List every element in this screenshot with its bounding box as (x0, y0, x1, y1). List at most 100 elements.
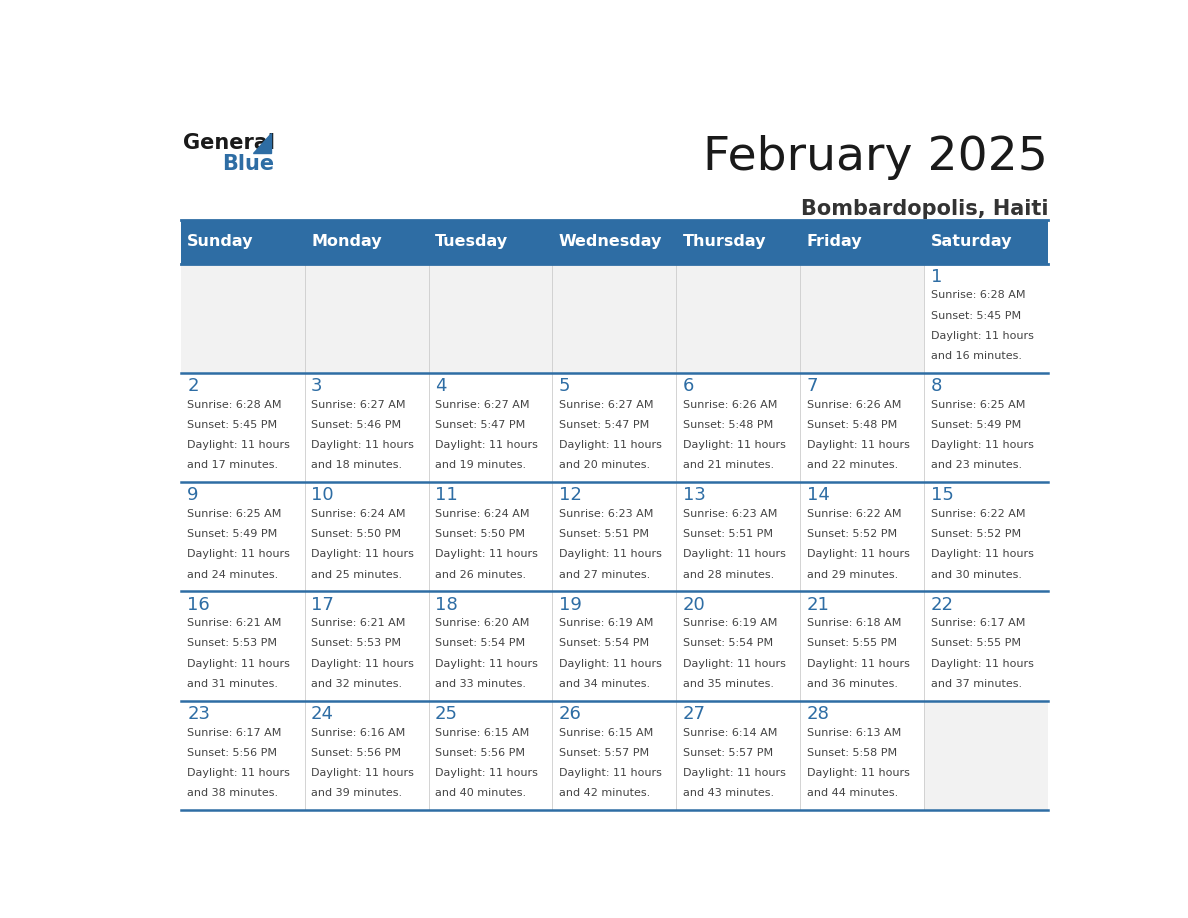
Text: Daylight: 11 hours: Daylight: 11 hours (435, 768, 538, 778)
Text: Sunrise: 6:21 AM: Sunrise: 6:21 AM (311, 618, 405, 628)
Text: Daylight: 11 hours: Daylight: 11 hours (558, 440, 662, 450)
Text: and 40 minutes.: and 40 minutes. (435, 789, 526, 798)
Text: 24: 24 (311, 705, 334, 722)
Text: and 37 minutes.: and 37 minutes. (930, 679, 1022, 688)
Text: 10: 10 (311, 487, 334, 504)
Text: 5: 5 (558, 377, 570, 395)
Text: and 38 minutes.: and 38 minutes. (188, 789, 278, 798)
Text: Sunset: 5:54 PM: Sunset: 5:54 PM (435, 638, 525, 648)
Text: and 28 minutes.: and 28 minutes. (683, 570, 775, 579)
Bar (801, 482, 924, 591)
Text: and 25 minutes.: and 25 minutes. (311, 570, 403, 579)
Text: 2: 2 (188, 377, 198, 395)
Text: Sunrise: 6:28 AM: Sunrise: 6:28 AM (930, 290, 1025, 300)
Bar (429, 700, 552, 810)
Text: Daylight: 11 hours: Daylight: 11 hours (311, 659, 413, 668)
Bar (304, 373, 429, 482)
Text: Daylight: 11 hours: Daylight: 11 hours (930, 549, 1034, 559)
Text: Sunrise: 6:28 AM: Sunrise: 6:28 AM (188, 399, 282, 409)
Text: Sunrise: 6:27 AM: Sunrise: 6:27 AM (558, 399, 653, 409)
Text: and 31 minutes.: and 31 minutes. (188, 679, 278, 688)
Text: and 36 minutes.: and 36 minutes. (807, 679, 898, 688)
Text: 15: 15 (930, 487, 954, 504)
Text: Sunset: 5:50 PM: Sunset: 5:50 PM (311, 529, 402, 539)
Text: Sunset: 5:57 PM: Sunset: 5:57 PM (558, 748, 649, 757)
Text: and 23 minutes.: and 23 minutes. (930, 460, 1022, 470)
Text: Sunset: 5:56 PM: Sunset: 5:56 PM (188, 748, 277, 757)
Text: and 19 minutes.: and 19 minutes. (435, 460, 526, 470)
Text: and 24 minutes.: and 24 minutes. (188, 570, 278, 579)
Text: Daylight: 11 hours: Daylight: 11 hours (930, 440, 1034, 450)
Text: 22: 22 (930, 596, 954, 613)
Text: 21: 21 (807, 596, 829, 613)
Text: Daylight: 11 hours: Daylight: 11 hours (188, 549, 290, 559)
Text: February 2025: February 2025 (703, 135, 1048, 180)
Text: Wednesday: Wednesday (558, 234, 662, 249)
Text: and 39 minutes.: and 39 minutes. (311, 789, 403, 798)
Text: 17: 17 (311, 596, 334, 613)
Text: 4: 4 (435, 377, 447, 395)
Text: and 33 minutes.: and 33 minutes. (435, 679, 526, 688)
Text: Bombardopolis, Haiti: Bombardopolis, Haiti (801, 198, 1048, 218)
Text: and 32 minutes.: and 32 minutes. (311, 679, 403, 688)
Text: and 42 minutes.: and 42 minutes. (558, 789, 650, 798)
Text: Sunrise: 6:25 AM: Sunrise: 6:25 AM (930, 399, 1025, 409)
Text: 1: 1 (930, 268, 942, 285)
Text: Sunset: 5:58 PM: Sunset: 5:58 PM (807, 748, 897, 757)
Text: Daylight: 11 hours: Daylight: 11 hours (558, 549, 662, 559)
Text: Sunset: 5:53 PM: Sunset: 5:53 PM (188, 638, 277, 648)
Text: 14: 14 (807, 487, 829, 504)
Text: and 29 minutes.: and 29 minutes. (807, 570, 898, 579)
Text: General: General (183, 133, 276, 152)
Text: 19: 19 (558, 596, 582, 613)
Text: Daylight: 11 hours: Daylight: 11 hours (683, 768, 785, 778)
Text: Thursday: Thursday (683, 234, 766, 249)
Bar (924, 482, 1048, 591)
Text: and 35 minutes.: and 35 minutes. (683, 679, 773, 688)
Text: 13: 13 (683, 487, 706, 504)
Bar (304, 263, 429, 373)
Text: Sunset: 5:49 PM: Sunset: 5:49 PM (930, 420, 1020, 430)
Text: 11: 11 (435, 487, 457, 504)
Text: Sunset: 5:48 PM: Sunset: 5:48 PM (683, 420, 773, 430)
Text: and 43 minutes.: and 43 minutes. (683, 789, 773, 798)
Text: 27: 27 (683, 705, 706, 722)
Bar (676, 219, 801, 263)
Bar (801, 591, 924, 700)
Text: Sunrise: 6:22 AM: Sunrise: 6:22 AM (930, 509, 1025, 519)
Text: Sunset: 5:45 PM: Sunset: 5:45 PM (188, 420, 277, 430)
Text: 8: 8 (930, 377, 942, 395)
Bar (924, 700, 1048, 810)
Bar (304, 482, 429, 591)
Text: Daylight: 11 hours: Daylight: 11 hours (683, 549, 785, 559)
Text: Sunset: 5:51 PM: Sunset: 5:51 PM (558, 529, 649, 539)
Text: Sunset: 5:52 PM: Sunset: 5:52 PM (807, 529, 897, 539)
Text: Sunrise: 6:21 AM: Sunrise: 6:21 AM (188, 618, 282, 628)
Text: Daylight: 11 hours: Daylight: 11 hours (807, 768, 910, 778)
Bar (676, 700, 801, 810)
Text: Sunrise: 6:23 AM: Sunrise: 6:23 AM (558, 509, 653, 519)
Text: 9: 9 (188, 487, 198, 504)
Text: Daylight: 11 hours: Daylight: 11 hours (435, 659, 538, 668)
Text: and 34 minutes.: and 34 minutes. (558, 679, 650, 688)
Bar (429, 263, 552, 373)
Text: Sunrise: 6:19 AM: Sunrise: 6:19 AM (558, 618, 653, 628)
Text: 28: 28 (807, 705, 829, 722)
Text: Daylight: 11 hours: Daylight: 11 hours (807, 440, 910, 450)
Text: 7: 7 (807, 377, 819, 395)
Text: Sunset: 5:57 PM: Sunset: 5:57 PM (683, 748, 773, 757)
Text: Daylight: 11 hours: Daylight: 11 hours (683, 440, 785, 450)
Text: and 26 minutes.: and 26 minutes. (435, 570, 526, 579)
Text: Sunset: 5:51 PM: Sunset: 5:51 PM (683, 529, 772, 539)
Text: Friday: Friday (807, 234, 862, 249)
Text: Daylight: 11 hours: Daylight: 11 hours (188, 440, 290, 450)
Text: Sunset: 5:54 PM: Sunset: 5:54 PM (558, 638, 649, 648)
Bar (429, 373, 552, 482)
Bar (181, 700, 304, 810)
Text: Daylight: 11 hours: Daylight: 11 hours (807, 659, 910, 668)
Text: 25: 25 (435, 705, 457, 722)
Text: Daylight: 11 hours: Daylight: 11 hours (188, 659, 290, 668)
Text: and 17 minutes.: and 17 minutes. (188, 460, 278, 470)
Text: Sunset: 5:55 PM: Sunset: 5:55 PM (807, 638, 897, 648)
Bar (924, 591, 1048, 700)
